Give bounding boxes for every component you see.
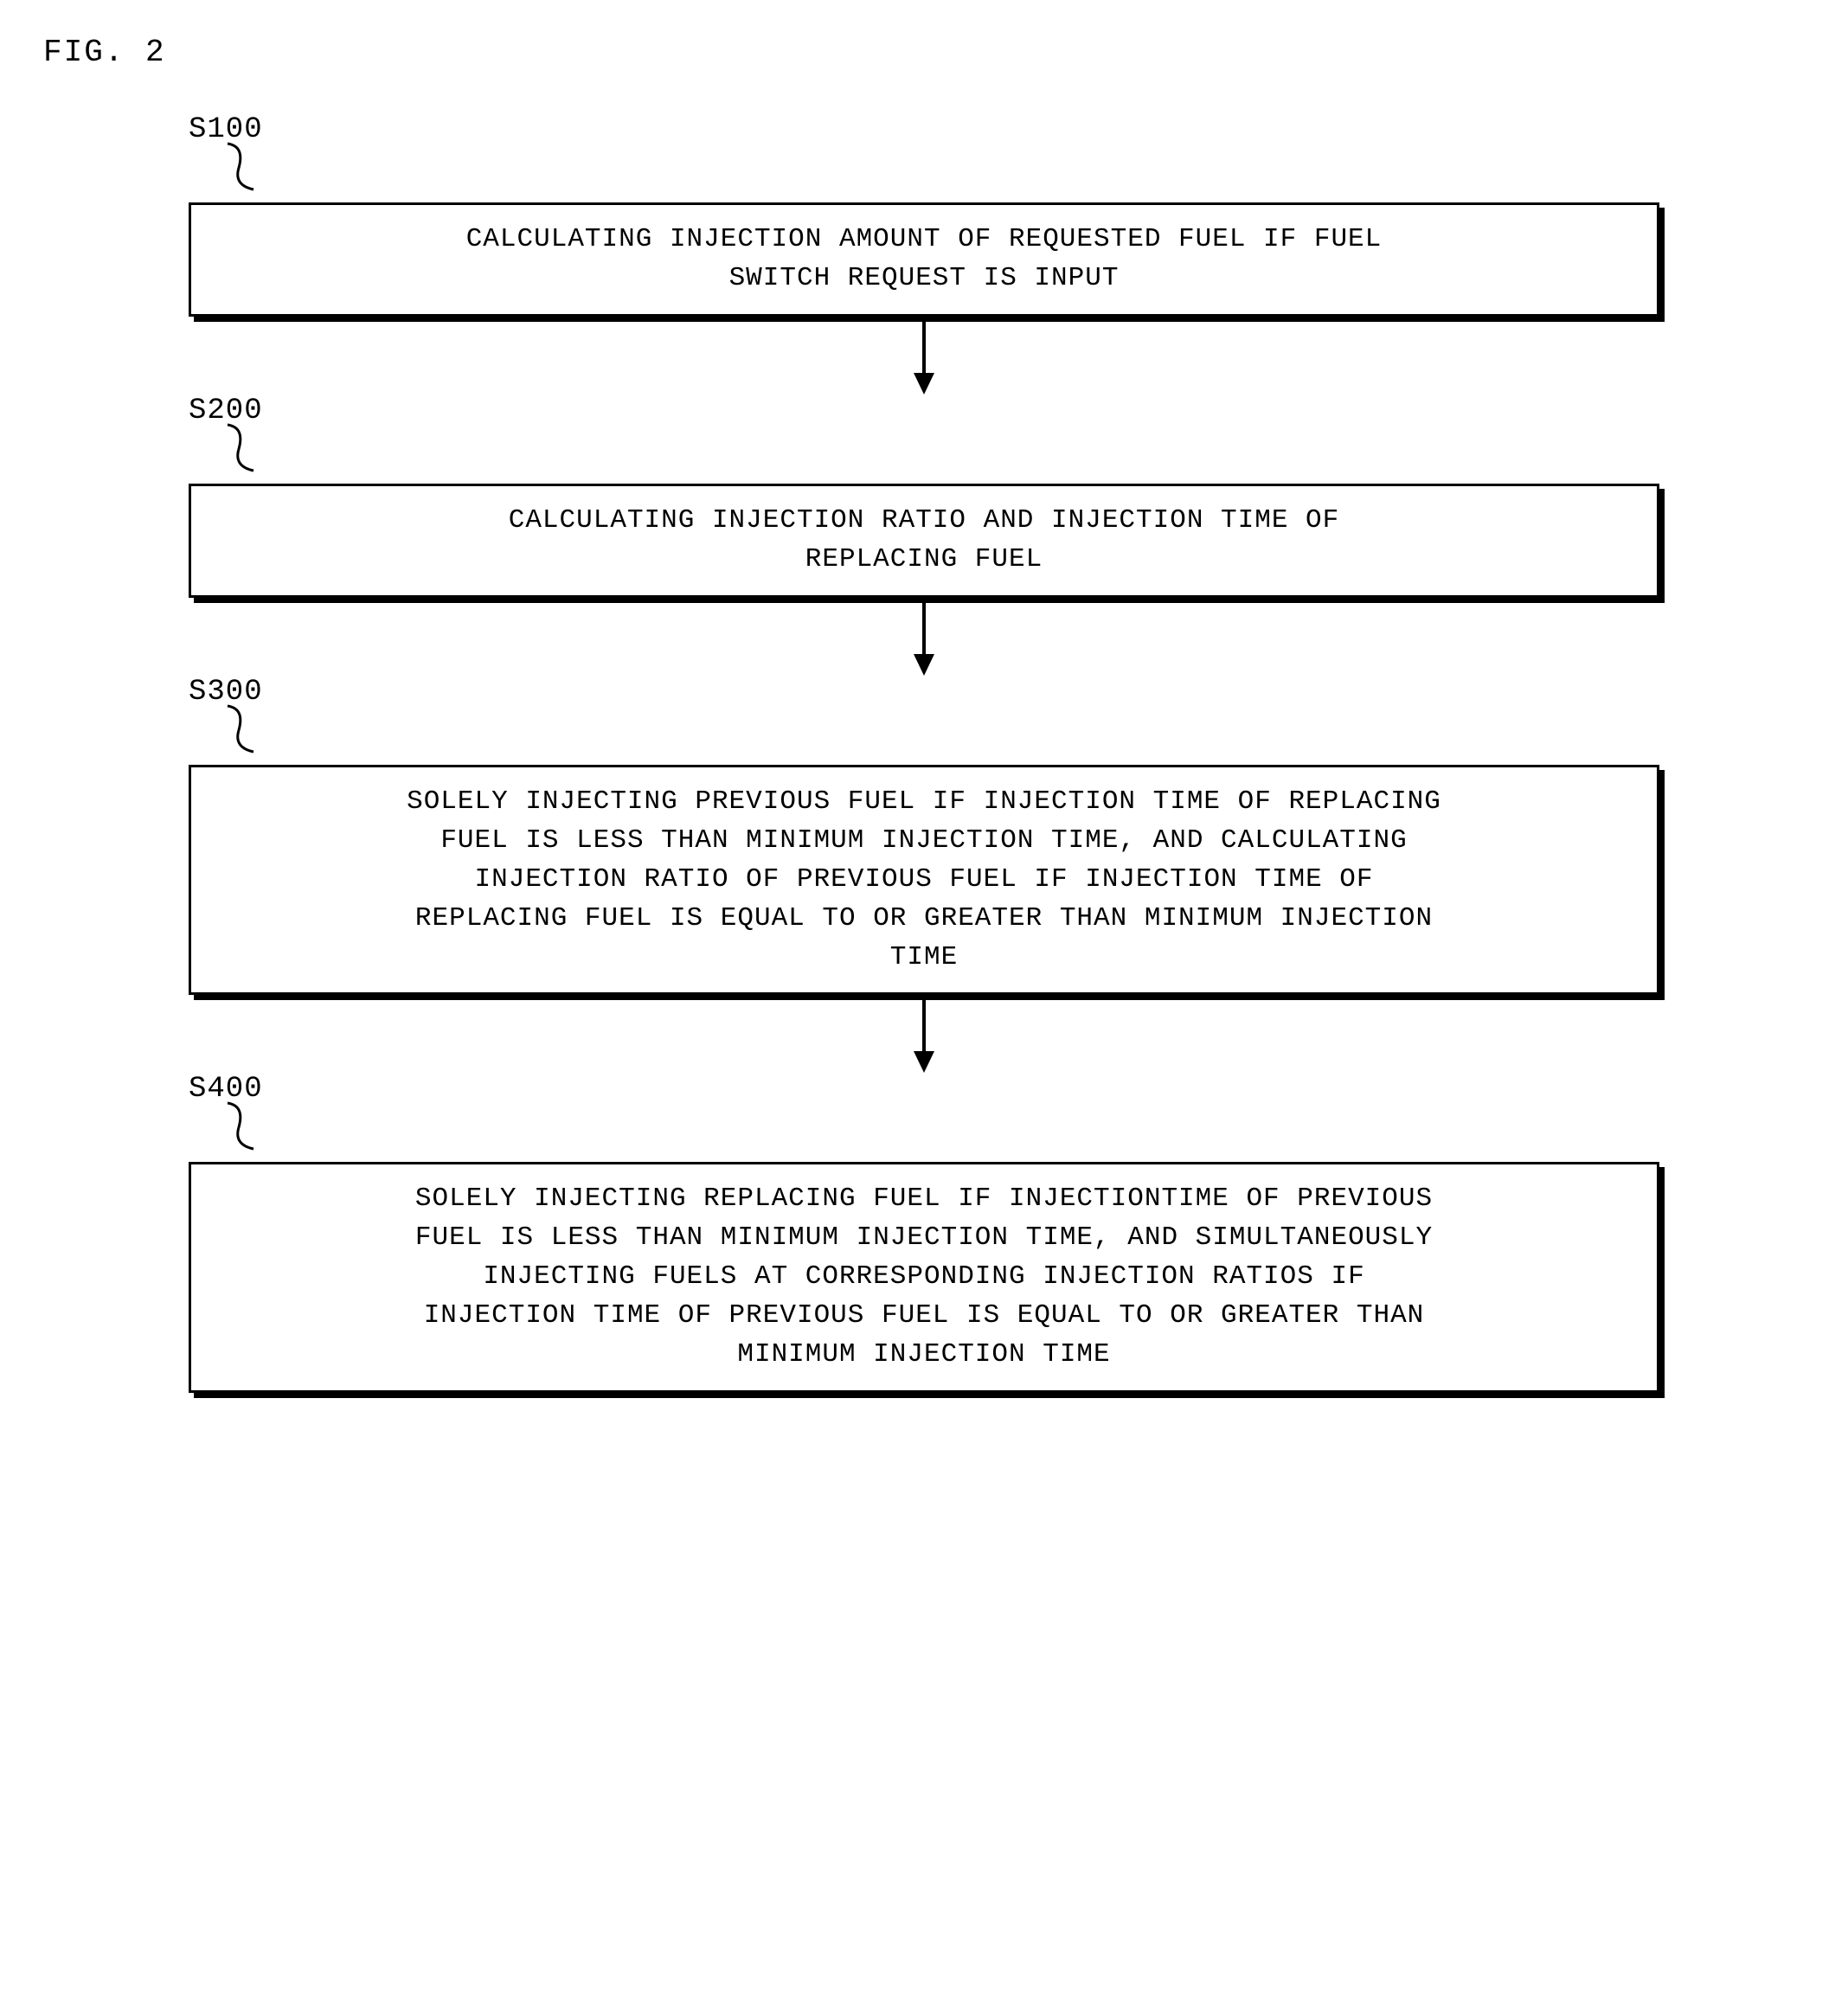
process-box: CALCULATING INJECTION RATIO AND INJECTIO… bbox=[189, 484, 1659, 598]
flowchart-container: S100 CALCULATING INJECTION AMOUNT OF REQ… bbox=[102, 113, 1746, 1393]
arrow bbox=[907, 598, 941, 676]
figure-label: FIG. 2 bbox=[43, 35, 1813, 70]
box-text: CALCULATING INJECTION RATIO AND INJECTIO… bbox=[217, 502, 1631, 580]
arrow-down-icon bbox=[907, 317, 941, 395]
step-label-wrap: S300 bbox=[189, 676, 1746, 760]
lead-line-icon bbox=[223, 704, 275, 756]
lead-line-icon bbox=[223, 142, 275, 194]
box-text: SOLELY INJECTING REPLACING FUEL IF INJEC… bbox=[217, 1180, 1631, 1375]
step-label-wrap: S400 bbox=[189, 1073, 1746, 1158]
box-text: CALCULATING INJECTION AMOUNT OF REQUESTE… bbox=[217, 221, 1631, 298]
step-s300: S300 SOLELY INJECTING PREVIOUS FUEL IF I… bbox=[102, 676, 1746, 996]
arrow bbox=[907, 995, 941, 1073]
step-label-wrap: S200 bbox=[189, 395, 1746, 479]
process-box: SOLELY INJECTING REPLACING FUEL IF INJEC… bbox=[189, 1162, 1659, 1393]
step-s400: S400 SOLELY INJECTING REPLACING FUEL IF … bbox=[102, 1073, 1746, 1393]
lead-line-icon bbox=[223, 1101, 275, 1153]
arrow-down-icon bbox=[907, 995, 941, 1073]
box-text: SOLELY INJECTING PREVIOUS FUEL IF INJECT… bbox=[217, 783, 1631, 978]
process-box: SOLELY INJECTING PREVIOUS FUEL IF INJECT… bbox=[189, 765, 1659, 996]
arrow-down-icon bbox=[907, 598, 941, 676]
process-box: CALCULATING INJECTION AMOUNT OF REQUESTE… bbox=[189, 202, 1659, 317]
arrow bbox=[907, 317, 941, 395]
step-s200: S200 CALCULATING INJECTION RATIO AND INJ… bbox=[102, 395, 1746, 598]
lead-line-icon bbox=[223, 423, 275, 475]
step-s100: S100 CALCULATING INJECTION AMOUNT OF REQ… bbox=[102, 113, 1746, 317]
step-label-wrap: S100 bbox=[189, 113, 1746, 198]
